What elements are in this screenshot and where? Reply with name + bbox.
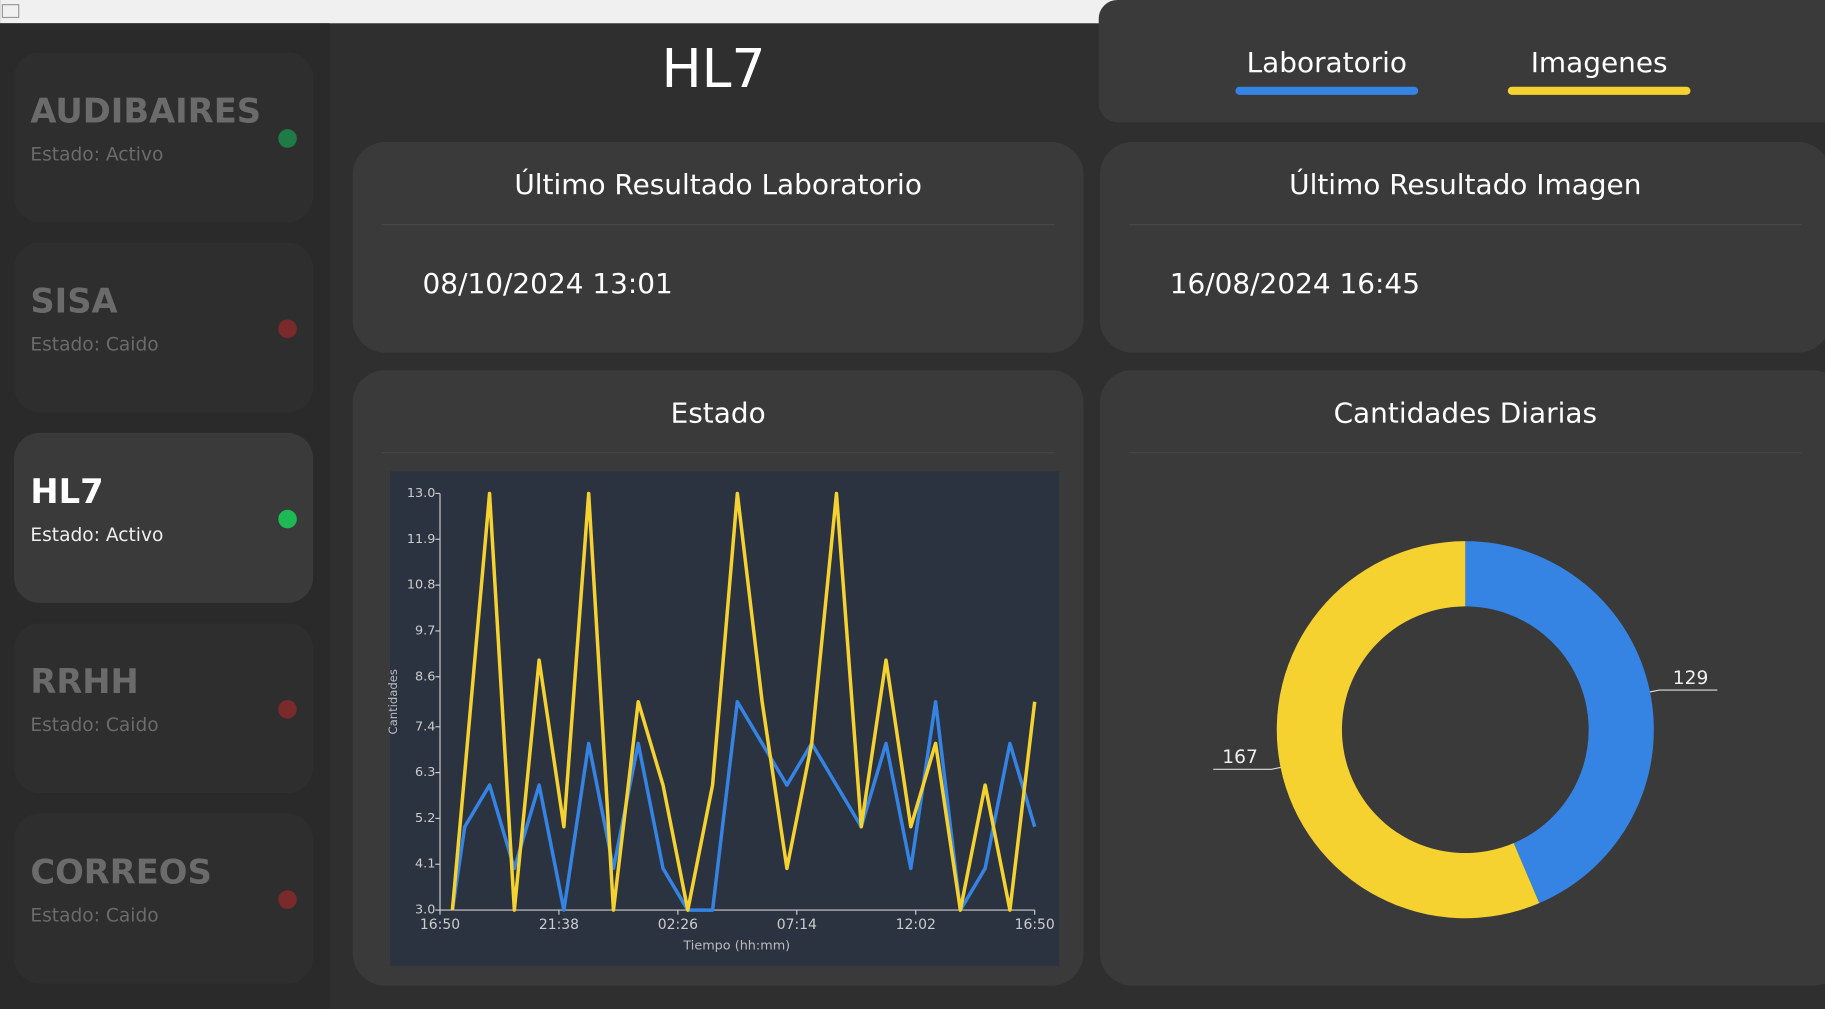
chart-title: Estado (671, 396, 766, 429)
sidebar-card (14, 623, 313, 793)
sidebar-item[interactable]: RRHH Estado: Caido (14, 623, 313, 793)
y-tick-label: 4.1 (415, 857, 435, 872)
sidebar-item[interactable]: CORREOS Estado: Caido (14, 813, 313, 983)
sidebar-name: HL7 (30, 472, 103, 511)
status-dot (278, 129, 297, 148)
sidebar-card (14, 243, 313, 413)
sidebar-item[interactable]: HL7 Estado: Activo (14, 433, 313, 603)
sidebar-status: Estado: Activo (30, 144, 163, 165)
card-title: Último Resultado Laboratorio (514, 167, 922, 201)
tab-label: Laboratorio (1247, 46, 1407, 79)
sidebar-name: AUDIBAIRES (30, 91, 261, 130)
x-axis-label: Tiempo (hh:mm) (682, 939, 790, 954)
card-value: 16/08/2024 16:45 (1170, 267, 1420, 300)
y-tick-label: 11.9 (407, 532, 436, 547)
y-tick-label: 13.0 (407, 486, 436, 501)
sidebar-name: RRHH (30, 662, 138, 701)
sidebar-item[interactable]: SISA Estado: Caido (14, 243, 313, 413)
x-tick-label: 16:50 (420, 917, 460, 933)
sidebar-card (14, 52, 313, 222)
status-dot (278, 510, 297, 529)
sidebar-card (14, 813, 313, 983)
y-tick-label: 8.6 (415, 669, 435, 684)
sidebar-name: CORREOS (30, 853, 211, 892)
status-dot (278, 319, 297, 338)
sidebar-card (14, 433, 313, 603)
donut-label: 167 (1222, 747, 1258, 768)
sidebar-status: Estado: Caido (30, 905, 158, 926)
card-title: Último Resultado Imagen (1289, 167, 1641, 201)
x-tick-label: 16:50 (1015, 917, 1055, 933)
chart-title: Cantidades Diarias (1334, 396, 1597, 429)
y-tick-label: 6.3 (415, 765, 435, 780)
status-dot (278, 890, 297, 909)
x-tick-label: 07:14 (777, 917, 817, 933)
sidebar-status: Estado: Caido (30, 335, 158, 356)
status-dot (278, 700, 297, 719)
y-tick-label: 5.2 (415, 811, 435, 826)
y-tick-label: 10.8 (407, 578, 436, 593)
y-tick-label: 7.4 (415, 719, 435, 734)
page-title: HL7 (661, 37, 765, 100)
x-tick-label: 02:26 (658, 917, 698, 933)
x-tick-label: 12:02 (896, 917, 936, 933)
tab-bar (1099, 0, 1825, 122)
x-tick-label: 21:38 (539, 917, 579, 933)
sidebar-status: Estado: Caido (30, 715, 158, 736)
y-tick-label: 9.7 (415, 623, 435, 638)
sidebar-item[interactable]: AUDIBAIRES Estado: Activo (14, 52, 313, 222)
y-tick-label: 3.0 (415, 903, 435, 918)
sidebar-status: Estado: Activo (30, 525, 163, 546)
y-axis-label: Cantidades (386, 669, 400, 735)
sidebar-name: SISA (30, 282, 117, 321)
card-value: 08/10/2024 13:01 (423, 267, 673, 300)
tab-label: Imagenes (1531, 46, 1668, 79)
donut-label: 129 (1673, 668, 1709, 689)
